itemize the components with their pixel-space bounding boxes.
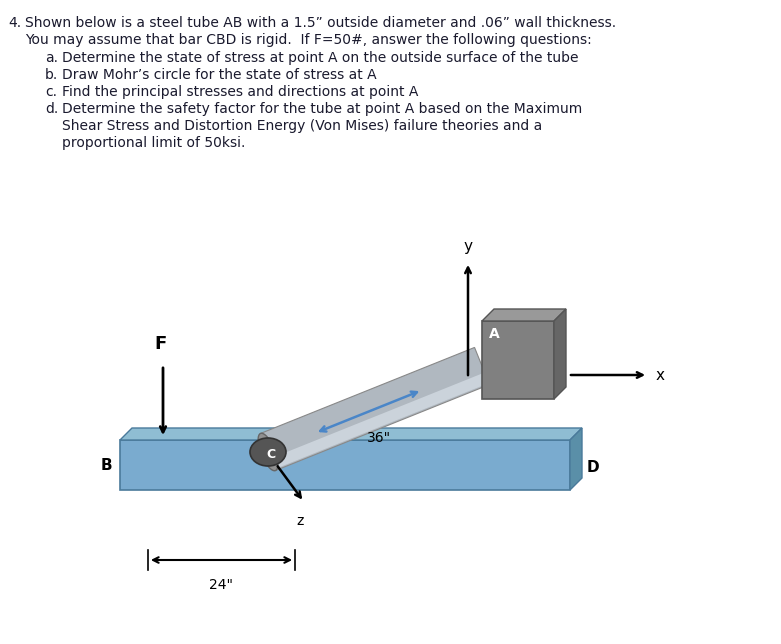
- Polygon shape: [120, 428, 582, 440]
- Polygon shape: [270, 372, 489, 469]
- Text: d.: d.: [45, 102, 59, 116]
- Text: Find the principal stresses and directions at point A: Find the principal stresses and directio…: [62, 85, 419, 99]
- Text: x: x: [656, 368, 665, 383]
- Polygon shape: [482, 321, 554, 399]
- Text: z: z: [296, 514, 304, 528]
- Text: 4.: 4.: [8, 16, 21, 30]
- Text: Draw Mohr’s circle for the state of stress at A: Draw Mohr’s circle for the state of stre…: [62, 68, 376, 82]
- Text: D: D: [587, 460, 600, 475]
- Text: B: B: [101, 457, 112, 473]
- Polygon shape: [482, 309, 566, 321]
- Polygon shape: [120, 440, 570, 490]
- Text: C: C: [266, 448, 276, 460]
- Text: A: A: [489, 327, 499, 341]
- Ellipse shape: [258, 433, 278, 471]
- Text: b.: b.: [45, 68, 59, 82]
- Text: proportional limit of 50ksi.: proportional limit of 50ksi.: [62, 136, 245, 150]
- Text: Shown below is a steel tube AB with a 1.5” outside diameter and .06” wall thickn: Shown below is a steel tube AB with a 1.…: [25, 16, 616, 30]
- Polygon shape: [570, 428, 582, 490]
- Text: Determine the safety factor for the tube at point A based on the Maximum: Determine the safety factor for the tube…: [62, 102, 583, 116]
- Polygon shape: [554, 309, 566, 399]
- Text: Determine the state of stress at point A on the outside surface of the tube: Determine the state of stress at point A…: [62, 51, 579, 65]
- Text: c.: c.: [45, 85, 57, 99]
- Text: F: F: [155, 335, 167, 353]
- Text: a.: a.: [45, 51, 58, 65]
- Text: 24": 24": [209, 578, 234, 592]
- Ellipse shape: [250, 438, 286, 466]
- Text: 36": 36": [367, 431, 391, 444]
- Text: You may assume that bar CBD is rigid.  If F=50#, answer the following questions:: You may assume that bar CBD is rigid. If…: [25, 33, 592, 47]
- Text: y: y: [463, 239, 473, 254]
- Text: Shear Stress and Distortion Energy (Von Mises) failure theories and a: Shear Stress and Distortion Energy (Von …: [62, 119, 542, 133]
- Polygon shape: [261, 348, 490, 471]
